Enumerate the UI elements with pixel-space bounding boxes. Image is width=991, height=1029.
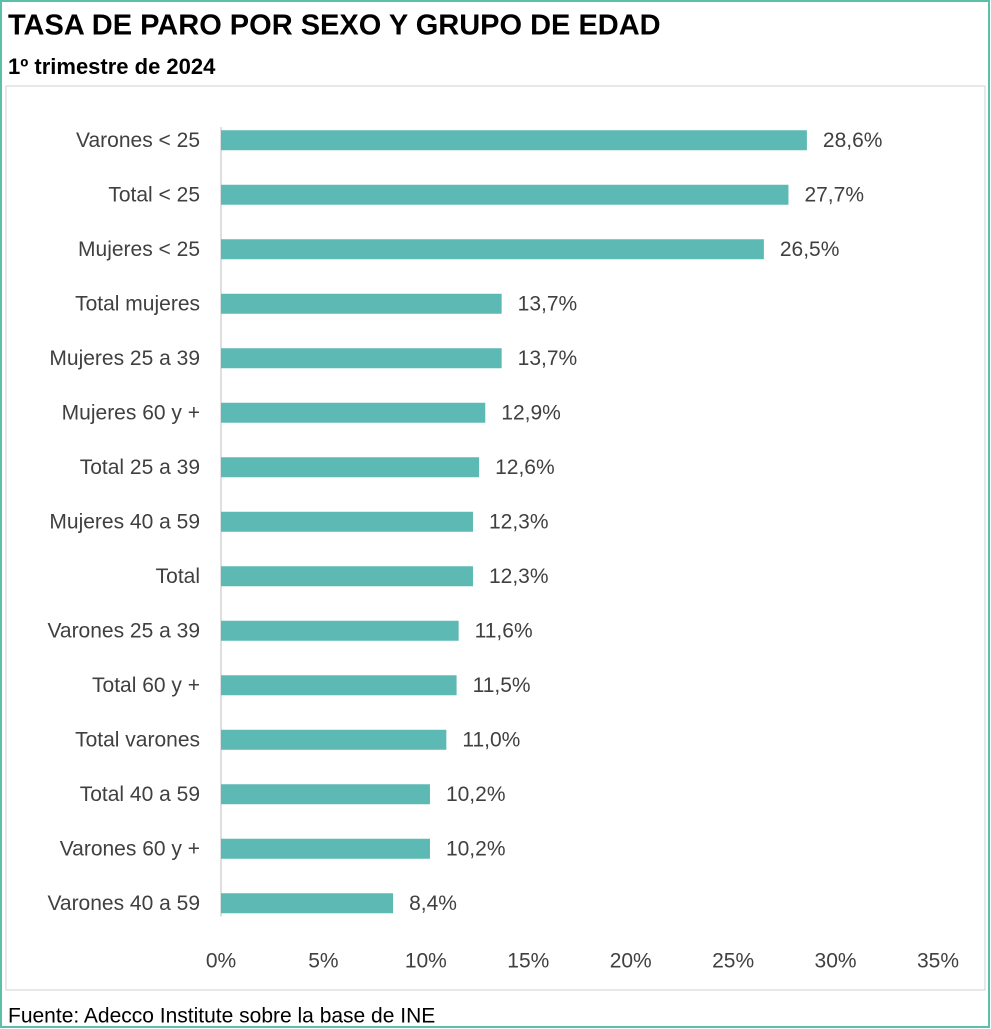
y-tick-label: Mujeres 40 a 59 (49, 510, 200, 533)
bar (221, 675, 457, 696)
bar (221, 293, 502, 314)
x-tick-label: 5% (308, 950, 338, 973)
bar (221, 893, 394, 914)
y-tick-label: Mujeres 60 y + (62, 401, 200, 424)
y-tick-label: Varones 60 y + (60, 837, 200, 860)
bar (221, 729, 447, 750)
y-tick-label: Total 40 a 59 (80, 783, 200, 806)
y-tick-label: Total 60 y + (92, 674, 200, 697)
x-tick-label: 35% (917, 950, 959, 973)
value-label: 12,6% (495, 456, 555, 479)
x-tick-label: 30% (815, 950, 857, 973)
y-tick-label: Total (156, 565, 200, 588)
value-label: 13,7% (518, 292, 578, 315)
value-label: 27,7% (804, 183, 864, 206)
value-label: 28,6% (823, 129, 883, 152)
bar (221, 620, 459, 641)
y-tick-label: Total < 25 (108, 183, 200, 206)
value-label: 10,2% (446, 837, 506, 860)
value-label: 10,2% (446, 783, 506, 806)
value-label: 8,4% (409, 892, 457, 915)
source-note: Fuente: Adecco Institute sobre la base d… (8, 1005, 435, 1028)
y-tick-label: Mujeres 25 a 39 (49, 347, 200, 370)
bar (221, 838, 430, 859)
bar (221, 457, 480, 478)
y-tick-label: Total mujeres (75, 292, 200, 315)
value-label: 11,6% (475, 619, 533, 642)
bar (221, 348, 502, 369)
value-label: 11,5% (473, 674, 531, 697)
bar (221, 402, 486, 423)
y-tick-label: Mujeres < 25 (78, 238, 200, 261)
y-tick-label: Total varones (75, 728, 200, 751)
y-tick-label: Varones < 25 (76, 129, 200, 152)
bar (221, 239, 764, 260)
bar (221, 784, 430, 805)
bar (221, 184, 789, 205)
x-tick-label: 15% (507, 950, 549, 973)
chart-subtitle: 1º trimestre de 2024 (8, 54, 216, 79)
value-label: 13,7% (518, 347, 578, 370)
bar (221, 130, 807, 151)
value-label: 26,5% (780, 238, 840, 261)
x-tick-label: 0% (206, 950, 236, 973)
plot-border (5, 85, 986, 991)
chart-title: TASA DE PARO POR SEXO Y GRUPO DE EDAD (8, 10, 661, 42)
bar (221, 566, 473, 587)
y-tick-label: Total 25 a 39 (80, 456, 200, 479)
bar (221, 511, 473, 532)
value-label: 12,3% (489, 510, 549, 533)
y-tick-label: Varones 40 a 59 (47, 892, 200, 915)
x-tick-label: 25% (712, 950, 754, 973)
value-label: 12,3% (489, 565, 549, 588)
x-tick-label: 10% (405, 950, 447, 973)
x-tick-label: 20% (610, 950, 652, 973)
value-label: 12,9% (501, 401, 561, 424)
y-tick-label: Varones 25 a 39 (47, 619, 200, 642)
value-label: 11,0% (462, 728, 520, 751)
